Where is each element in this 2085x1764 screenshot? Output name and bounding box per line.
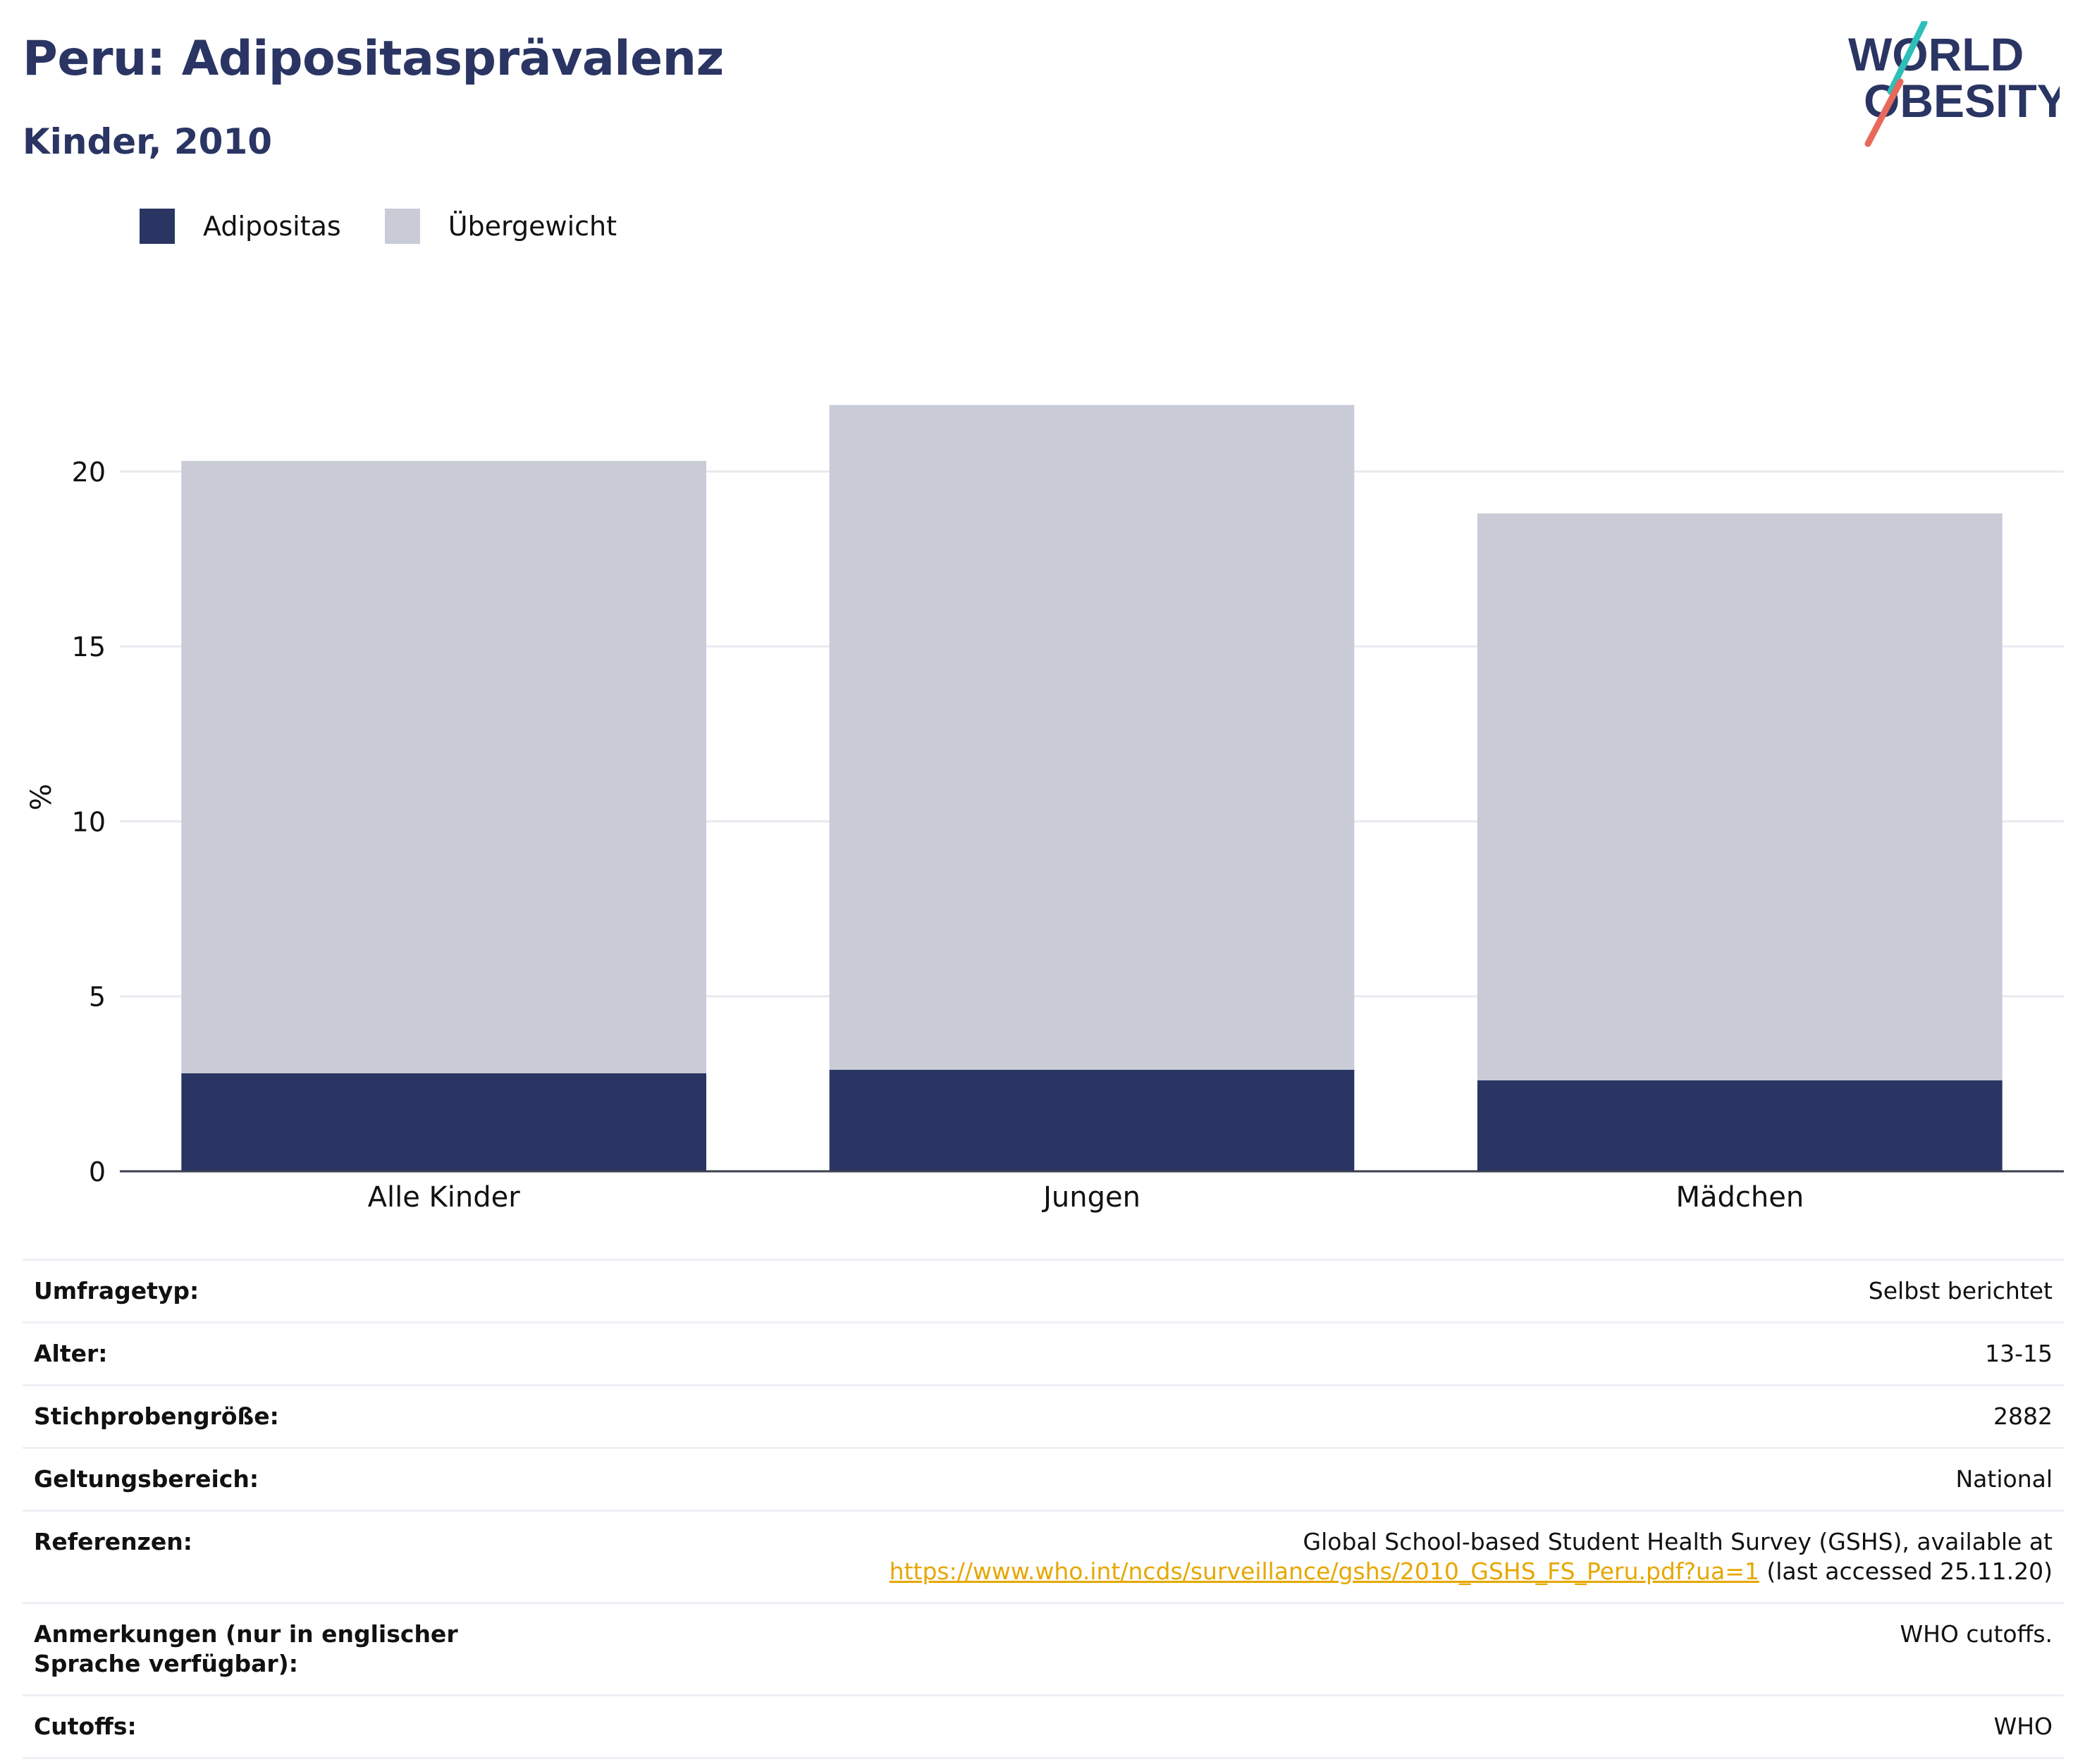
world-obesity-logo: WORLD OBESITY (1848, 21, 2060, 147)
info-value: 2882 (1993, 1402, 2053, 1430)
info-row-survey-type: Umfragetyp: Selbst berichtet (23, 1259, 2064, 1323)
info-row-scope: Geltungsbereich: National (23, 1448, 2064, 1511)
y-axis-label: % (25, 784, 58, 810)
info-value: Global School-based Student Health Surve… (581, 1511, 2064, 1603)
info-key: Cutoffs: (34, 1713, 137, 1740)
info-value: National (1955, 1465, 2053, 1493)
page-title: Peru: Adipositasprävalenz (23, 31, 724, 87)
bar-segment--bergewicht (1477, 513, 2003, 1080)
info-row-notes: Anmerkungen (nur in englischer Sprache v… (23, 1603, 2064, 1696)
stacked-bar-chart: 0 5 10 15 20 Alle Kinder Jungen Mädchen% (25, 405, 2064, 1214)
page-subtitle: Kinder, 2010 (23, 121, 273, 162)
reference-link[interactable]: https://www.who.int/ncds/surveillance/gs… (889, 1558, 1759, 1585)
info-key: Umfragetyp: (34, 1277, 199, 1305)
x-tick-label: Mädchen (1675, 1181, 1804, 1214)
info-value: WHO (1993, 1713, 2053, 1740)
bar-segment-adipositas (829, 1070, 1355, 1171)
bar-segment--bergewicht (829, 405, 1355, 1071)
info-row-cutoffs: Cutoffs: WHO (23, 1695, 2064, 1758)
legend-swatch-adipositas (140, 209, 175, 244)
reference-text: Global School-based Student Health Surve… (1303, 1528, 2053, 1555)
x-tick-label: Jungen (1041, 1181, 1140, 1214)
bar-segment-adipositas (1477, 1080, 2003, 1171)
legend-item-uebergewicht[interactable]: Übergewicht (384, 209, 617, 244)
info-value: WHO cutoffs. (1900, 1620, 2053, 1648)
bar-segment--bergewicht (181, 461, 706, 1073)
legend-label-adipositas: Adipositas (203, 211, 341, 242)
info-value: 13-15 (1985, 1340, 2053, 1367)
logo-stroke-teal (1887, 21, 1928, 95)
y-tick-label: 5 (89, 982, 106, 1013)
legend-item-adipositas[interactable]: Adipositas (140, 209, 341, 244)
legend-label-uebergewicht: Übergewicht (448, 211, 617, 242)
info-key: Anmerkungen (nur in englischer Sprache v… (34, 1620, 458, 1677)
info-key: Alter: (34, 1340, 108, 1367)
bar-segment-adipositas (181, 1073, 706, 1171)
info-row-sample-size: Stichprobengröße: 2882 (23, 1385, 2064, 1448)
chart-legend: Adipositas Übergewicht (140, 209, 660, 244)
logo-line-1: WORLD (1848, 28, 2024, 80)
legend-swatch-uebergewicht (384, 209, 420, 244)
y-tick-label: 15 (72, 631, 106, 662)
y-tick-label: 0 (89, 1157, 106, 1188)
info-key: Referenzen: (34, 1528, 192, 1555)
info-value: Selbst berichtet (1868, 1277, 2053, 1305)
y-tick-label: 20 (72, 457, 106, 488)
info-row-age: Alter: 13-15 (23, 1322, 2064, 1386)
info-row-references: Referenzen: Global School-based Student … (23, 1510, 2064, 1603)
info-key: Geltungsbereich: (34, 1465, 259, 1493)
info-key: Stichprobengröße: (34, 1402, 279, 1430)
logo-stroke-coral (1864, 78, 1904, 147)
y-tick-label: 10 (72, 806, 106, 837)
x-tick-label: Alle Kinder (368, 1181, 521, 1214)
reference-suffix: (last accessed 25.11.20) (1759, 1558, 2053, 1585)
metadata-table: Umfragetyp: Selbst berichtet Alter: 13-1… (23, 1259, 2064, 1759)
